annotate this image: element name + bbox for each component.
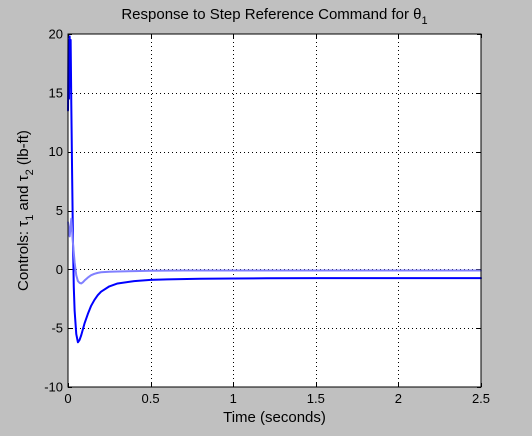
- y-axis-label-tau1-subscript: 1: [24, 215, 36, 221]
- grid-lines: [68, 34, 481, 387]
- y-axis-label-suffix: (lb-ft): [15, 130, 32, 169]
- y-tick-label: -5: [51, 321, 63, 336]
- x-tick-label: 2.5: [472, 391, 490, 406]
- tick-labels: 0 0.5 1 1.5 2 2.5 -10 -5 0 5 10 15 20: [44, 27, 490, 407]
- x-tick-label: 1.5: [307, 391, 325, 406]
- chart-title: Response to Step Reference Command for θ…: [121, 6, 427, 27]
- y-tick-label: 0: [56, 262, 63, 277]
- y-axis-label-tau1: τ: [15, 221, 32, 227]
- plot-frame: [67, 33, 482, 388]
- x-tick-label: 2: [395, 391, 402, 406]
- chart-title-subscript: 1: [422, 15, 428, 27]
- series-layer: [67, 35, 482, 344]
- series-line-1: [67, 35, 482, 344]
- x-tick-label: 1: [230, 391, 237, 406]
- x-tick-label: 0: [64, 391, 71, 406]
- y-tick-label: -10: [44, 380, 63, 395]
- y-tick-label: 20: [49, 27, 63, 42]
- y-axis-label-tau2: τ: [15, 175, 32, 181]
- x-axis-label: Time (seconds): [223, 409, 326, 426]
- y-axis-label: Controls: τ1 and τ2 (lb-ft): [15, 130, 36, 291]
- series-line-2: [67, 217, 482, 285]
- y-axis-label-prefix: Controls:: [15, 227, 32, 291]
- plot-area: [68, 34, 481, 387]
- y-tick-label: 15: [49, 85, 63, 100]
- y-axis-label-middle: and: [15, 181, 32, 214]
- y-tick-label: 5: [56, 203, 63, 218]
- y-tick-label: 10: [49, 144, 63, 159]
- chart-title-main: Response to Step Reference Command for θ: [121, 6, 421, 23]
- y-axis-label-tau2-subscript: 2: [24, 169, 36, 175]
- x-tick-label: 0.5: [142, 391, 160, 406]
